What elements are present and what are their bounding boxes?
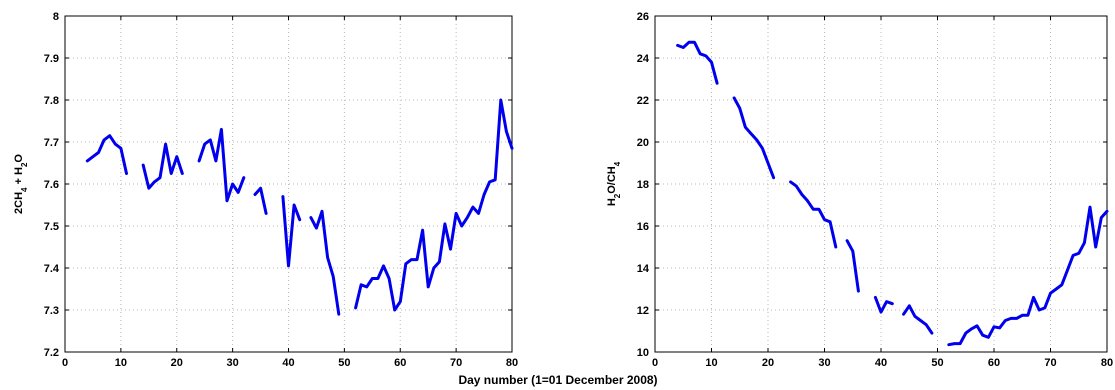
y-tick-label: 7.9 xyxy=(44,53,59,65)
series-line-segment xyxy=(85,134,128,175)
x-tick-label: 80 xyxy=(1101,357,1113,369)
series-line-segment xyxy=(354,98,514,312)
series-line-segment xyxy=(253,186,268,215)
x-tick-label: 50 xyxy=(338,357,350,369)
left-chart-panel: 0 10 20 30 40 50 60 70 80 7.2 7.3 7.4 7.5 7.6 7.7 7.8 7.… xyxy=(13,11,518,369)
y-axis-label: 2CH4 + H2O xyxy=(13,154,29,214)
x-tick-label: 50 xyxy=(931,357,943,369)
y-tick-label: 14 xyxy=(637,263,650,275)
series-line-segment xyxy=(947,205,1109,347)
y-tick-label: 7.6 xyxy=(44,179,59,191)
series-line-segment xyxy=(197,127,246,203)
y-axis-label: H2O/CH4 xyxy=(606,161,622,206)
y-tick-label: 7.2 xyxy=(44,347,59,359)
x-tick-label: 0 xyxy=(652,357,658,369)
x-tick-label: 60 xyxy=(988,357,1000,369)
x-tick-label: 20 xyxy=(762,357,774,369)
y-tick-label: 24 xyxy=(637,53,650,65)
x-tick-label: 30 xyxy=(818,357,830,369)
y-tick-label: 26 xyxy=(637,11,649,23)
x-tick-label: 40 xyxy=(282,357,294,369)
x-tick-label: 10 xyxy=(115,357,127,369)
y-tick-label: 16 xyxy=(637,221,649,233)
y-tick-label: 18 xyxy=(637,179,649,191)
y-tick-label: 7.8 xyxy=(44,95,59,107)
y-tick-label: 7.4 xyxy=(44,263,60,275)
x-tick-label: 40 xyxy=(875,357,887,369)
y-tick-label: 20 xyxy=(637,137,649,149)
right-chart-panel: 0 10 20 30 40 50 60 70 80101214161820222426H2O/C… xyxy=(606,11,1113,369)
x-tick-label: 10 xyxy=(705,357,717,369)
x-tick-label: 60 xyxy=(394,357,406,369)
x-tick-label: 80 xyxy=(506,357,518,369)
y-tick-label: 8 xyxy=(53,11,59,23)
y-tick-label: 12 xyxy=(637,305,649,317)
x-tick-label: 70 xyxy=(450,357,462,369)
series-line-segment xyxy=(873,295,894,314)
series-line-segment xyxy=(281,195,302,268)
x-tick-label: 70 xyxy=(1044,357,1056,369)
y-tick-label: 10 xyxy=(637,347,649,359)
series-line-segment xyxy=(309,209,341,316)
series-line-segment xyxy=(676,40,719,85)
y-tick-label: 7.3 xyxy=(44,305,59,317)
series-line-segment xyxy=(141,142,184,190)
series-line-segment xyxy=(732,96,776,180)
y-tick-label: 7.7 xyxy=(44,137,59,149)
series-line-segment xyxy=(902,304,934,335)
y-tick-label: 7.5 xyxy=(44,221,59,233)
series-line-segment xyxy=(845,239,860,293)
x-tick-label: 20 xyxy=(171,357,183,369)
shared-x-axis-label: Day number (1=01 December 2008) xyxy=(458,373,657,387)
y-tick-label: 22 xyxy=(637,95,649,107)
series-line-segment xyxy=(789,180,838,249)
x-tick-label: 0 xyxy=(62,357,68,369)
x-tick-label: 30 xyxy=(227,357,239,369)
